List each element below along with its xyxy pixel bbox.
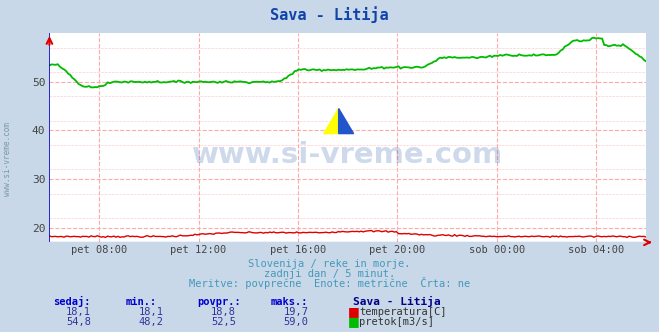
Text: min.:: min.: [125,297,156,307]
Text: ■: ■ [348,305,360,318]
Text: 52,5: 52,5 [211,317,236,327]
Text: 18,8: 18,8 [211,307,236,317]
Polygon shape [324,109,339,133]
Text: 19,7: 19,7 [283,307,308,317]
Text: www.si-vreme.com: www.si-vreme.com [192,140,503,169]
Text: www.si-vreme.com: www.si-vreme.com [3,123,13,196]
Text: Sava - Litija: Sava - Litija [270,7,389,23]
Text: temperatura[C]: temperatura[C] [359,307,447,317]
Text: 54,8: 54,8 [66,317,91,327]
Text: Slovenija / reke in morje.: Slovenija / reke in morje. [248,259,411,269]
Text: pretok[m3/s]: pretok[m3/s] [359,317,434,327]
Text: ■: ■ [348,315,360,328]
Text: Meritve: povprečne  Enote: metrične  Črta: ne: Meritve: povprečne Enote: metrične Črta:… [189,277,470,289]
Polygon shape [339,109,354,133]
Text: 59,0: 59,0 [283,317,308,327]
Text: 48,2: 48,2 [138,317,163,327]
Text: sedaj:: sedaj: [53,296,90,307]
Text: 18,1: 18,1 [66,307,91,317]
Text: maks.:: maks.: [270,297,308,307]
Text: zadnji dan / 5 minut.: zadnji dan / 5 minut. [264,269,395,279]
Text: povpr.:: povpr.: [198,297,241,307]
Text: Sava - Litija: Sava - Litija [353,296,440,307]
Text: 18,1: 18,1 [138,307,163,317]
